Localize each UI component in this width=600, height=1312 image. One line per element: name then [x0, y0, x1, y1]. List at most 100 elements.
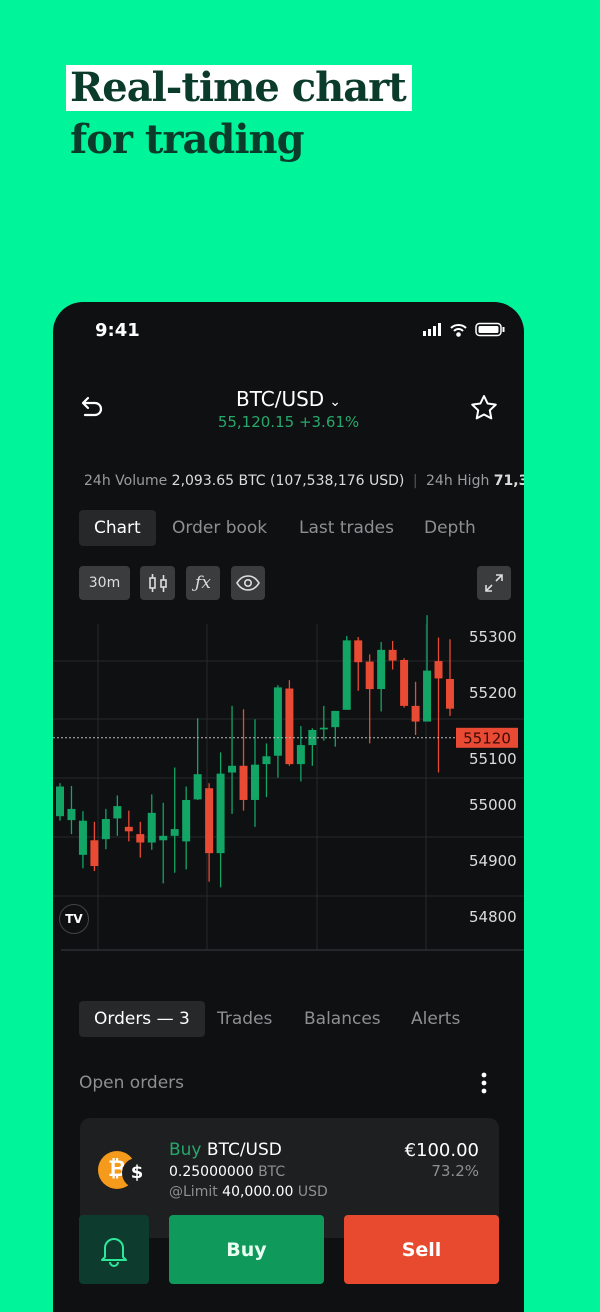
candle-body	[205, 788, 214, 854]
candle-body	[124, 826, 133, 832]
tab-order-book[interactable]: Order book	[172, 518, 268, 538]
order-limit: @Limit 40,000.00 USD	[169, 1184, 328, 1200]
candle-body	[90, 840, 99, 867]
sell-button[interactable]: Sell	[344, 1215, 499, 1284]
candle-body	[239, 765, 248, 800]
buy-button[interactable]: Buy	[169, 1215, 324, 1284]
phone-screen: 9:41 BTC/USD ⌄ 55,120.15 +3.61% 24h Volu…	[53, 302, 524, 1312]
candle-body	[411, 705, 420, 722]
order-percent: 73.2%	[431, 1162, 479, 1180]
tradingview-logo-icon: TV	[59, 904, 89, 934]
candle-body	[101, 819, 110, 840]
last-price: 55,120.15	[217, 413, 295, 431]
candle-body	[78, 820, 87, 855]
back-arrow-icon[interactable]	[80, 395, 106, 419]
candle-body	[354, 640, 363, 663]
interval-button[interactable]: 30m	[79, 566, 130, 600]
tab-balances[interactable]: Balances	[304, 1009, 381, 1029]
tab-alerts[interactable]: Alerts	[411, 1009, 461, 1029]
price-change: 55,120.15 +3.61%	[53, 413, 524, 431]
dollar-icon: $	[122, 1158, 152, 1188]
candle-body	[377, 649, 386, 690]
stats-separator: |	[412, 473, 418, 489]
open-orders-title: Open orders	[79, 1073, 184, 1093]
star-icon[interactable]	[469, 393, 499, 423]
candle-body	[216, 773, 225, 854]
candle-body	[193, 774, 202, 800]
candle-body	[423, 670, 432, 722]
tab-chart[interactable]: Chart	[79, 510, 156, 546]
pair-title: BTC/USD	[235, 387, 325, 411]
current-price-label: 55120	[463, 729, 511, 747]
stats-ticker: 24h Volume 2,093.65 BTC (107,538,176 USD…	[84, 473, 524, 489]
battery-icon	[475, 322, 505, 337]
amount-unit: BTC	[258, 1164, 286, 1180]
candle-body	[159, 835, 168, 841]
y-tick-label: 55300	[469, 628, 517, 646]
tab-orders[interactable]: Orders — 3	[79, 1001, 205, 1037]
order-side: Buy	[169, 1140, 202, 1160]
function-button[interactable]: ƒx	[186, 566, 220, 600]
amount-value: 0.25000000	[169, 1164, 254, 1180]
candle-body	[182, 799, 191, 842]
candle-body	[331, 710, 340, 728]
expand-icon	[485, 574, 503, 592]
candle-body	[113, 806, 122, 819]
candle-body	[434, 661, 443, 679]
y-tick-label: 54900	[469, 852, 517, 870]
candle-body	[273, 687, 282, 756]
signal-icon	[423, 323, 441, 336]
candle-body	[136, 834, 145, 843]
candlestick-icon	[148, 574, 167, 592]
current-price-tag	[456, 727, 518, 748]
candle-body	[319, 727, 328, 730]
status-icons	[423, 322, 505, 337]
expand-button[interactable]	[477, 566, 511, 600]
candle-body	[262, 756, 271, 765]
y-tick-label: 55100	[469, 750, 517, 768]
candle-body	[170, 829, 179, 836]
status-time: 9:41	[95, 320, 140, 341]
function-icon: ƒx	[195, 573, 211, 593]
order-amount: 0.25000000 BTC	[169, 1164, 285, 1180]
limit-value: 40,000.00	[222, 1184, 294, 1200]
visibility-button[interactable]	[231, 566, 265, 600]
chevron-down-icon: ⌄	[329, 394, 342, 410]
order-value: €100.00	[404, 1140, 479, 1161]
candle-body	[250, 764, 259, 800]
volume-value: 2,093.65 BTC (107,538,176 USD)	[171, 473, 405, 489]
y-tick-label: 55000	[469, 796, 517, 814]
high-label: 24h High	[426, 473, 490, 489]
tab-depth[interactable]: Depth	[424, 518, 476, 538]
headline-line-2: for trading	[70, 116, 305, 163]
candle-body	[308, 729, 317, 746]
candle-body	[296, 745, 305, 765]
candle-body	[285, 688, 294, 765]
change-percent: +3.61%	[298, 413, 360, 431]
candle-body	[365, 661, 374, 690]
limit-unit: USD	[297, 1184, 328, 1200]
tab-trades[interactable]: Trades	[217, 1009, 273, 1029]
candlestick-button[interactable]	[140, 566, 175, 600]
order-type: @Limit	[169, 1184, 218, 1200]
volume-label: 24h Volume	[84, 473, 168, 489]
high-value: 71,3	[493, 473, 524, 489]
candle-body	[400, 659, 409, 706]
candlestick-chart[interactable]: 55300552005510055000549005480011:3012:00…	[53, 610, 524, 955]
tab-last-trades[interactable]: Last trades	[299, 518, 394, 538]
alert-button[interactable]	[79, 1215, 149, 1284]
candle-body	[67, 808, 76, 821]
headline-line-1: Real-time chart	[66, 65, 412, 111]
candle-body	[445, 679, 454, 709]
bell-icon	[101, 1237, 127, 1267]
candle-body	[56, 786, 64, 817]
order-pair: BTC/USD	[206, 1140, 282, 1160]
y-tick-label: 54800	[469, 908, 517, 926]
candle-body	[388, 649, 397, 661]
order-title: Buy BTC/USD	[169, 1140, 282, 1160]
eye-icon	[236, 575, 260, 591]
y-tick-label: 55200	[469, 684, 517, 702]
more-vertical-icon[interactable]	[477, 1071, 491, 1097]
candle-body	[147, 812, 156, 843]
pair-selector[interactable]: BTC/USD ⌄	[53, 387, 524, 411]
